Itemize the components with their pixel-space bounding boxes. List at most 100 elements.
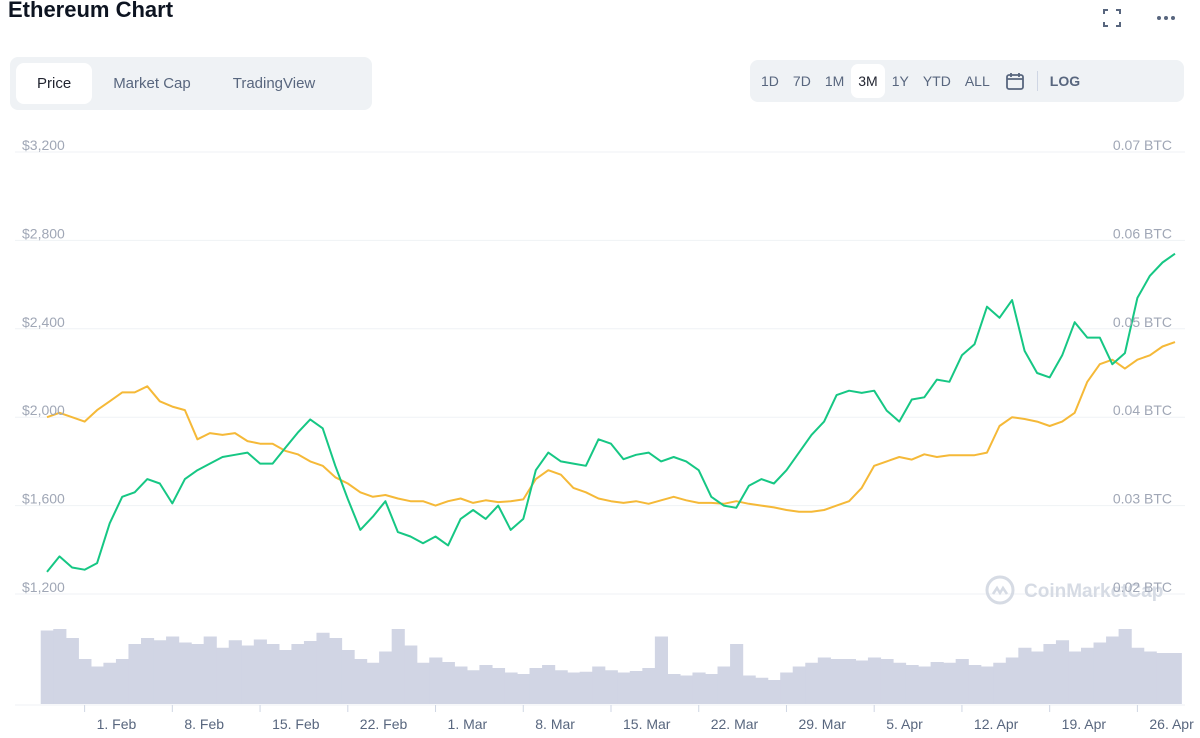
- volume-bar: [1005, 657, 1019, 704]
- volume-bar: [592, 666, 606, 704]
- volume-bar: [955, 659, 969, 704]
- volume-bar: [755, 677, 769, 704]
- volume-bar: [40, 630, 54, 704]
- y-tick-label-left: $3,200: [22, 137, 65, 153]
- range-ytd[interactable]: YTD: [922, 73, 951, 89]
- volume-bar: [1081, 647, 1095, 704]
- volume-bar: [867, 657, 882, 704]
- volume-bar: [128, 644, 142, 704]
- volume-bar: [1156, 653, 1170, 704]
- volume-bar: [90, 666, 104, 704]
- volume-bar: [567, 672, 581, 704]
- volume-bar: [278, 650, 292, 704]
- time-range-selector: 1D 7D 1M 3M 1Y YTD ALL LOG: [750, 60, 1184, 102]
- volume-bar: [316, 632, 330, 704]
- y-tick-label-left: $2,800: [22, 225, 65, 241]
- volume-bar: [479, 665, 493, 704]
- volume-bar: [517, 674, 531, 704]
- y-tick-label-right: 0.05 BTC: [1113, 314, 1172, 330]
- volume-bar: [53, 629, 67, 704]
- chart-type-tabs: Price Market Cap TradingView: [10, 57, 372, 110]
- volume-bar: [792, 666, 806, 704]
- volume-bar: [141, 638, 155, 704]
- volume-bar: [855, 660, 869, 704]
- x-tick-label: 26. Apr: [1149, 716, 1194, 732]
- y-tick-label-right: 0.06 BTC: [1113, 225, 1172, 241]
- volume-bar: [554, 670, 568, 704]
- x-tick-label: 15. Feb: [272, 716, 320, 732]
- volume-bar: [153, 640, 167, 704]
- volume-bar: [1093, 642, 1107, 704]
- volume-bar: [780, 672, 794, 704]
- log-scale-toggle[interactable]: LOG: [1049, 73, 1081, 89]
- range-1m[interactable]: 1M: [824, 73, 845, 89]
- x-tick-label: 1. Mar: [448, 716, 488, 732]
- volume-bar: [491, 668, 506, 704]
- range-all[interactable]: ALL: [964, 73, 990, 89]
- coinmarketcap-logo-icon: [985, 575, 1015, 605]
- volume-bar: [253, 639, 267, 704]
- volume-bar: [717, 666, 731, 704]
- watermark-text: CoinMarketCap: [1024, 581, 1163, 602]
- volume-bar: [303, 641, 318, 704]
- tab-market-cap[interactable]: Market Cap: [113, 75, 191, 92]
- volume-bar: [1018, 647, 1032, 704]
- page-title: Ethereum Chart: [8, 0, 174, 22]
- volume-bar: [466, 670, 480, 704]
- y-tick-label-right: 0.02 BTC: [1113, 579, 1172, 595]
- volume-bar: [354, 659, 368, 704]
- tab-tradingview[interactable]: TradingView: [232, 75, 316, 92]
- volume-bar: [667, 674, 681, 704]
- volume-bar: [542, 665, 556, 704]
- range-1y[interactable]: 1Y: [891, 73, 909, 89]
- volume-bar: [1131, 647, 1145, 704]
- volume-bar: [1055, 640, 1070, 704]
- volume-bar: [191, 644, 205, 704]
- volume-bar: [579, 671, 593, 704]
- y-tick-label-right: 0.04 BTC: [1113, 402, 1172, 418]
- volume-bar: [968, 665, 982, 704]
- range-divider: [1036, 71, 1038, 91]
- y-tick-label-left: $2,400: [22, 314, 65, 330]
- calendar-icon[interactable]: [997, 64, 1033, 98]
- grid-lines: [15, 151, 1185, 595]
- volume-bar: [241, 645, 255, 704]
- volume-bar: [1168, 653, 1182, 704]
- volume-bar: [993, 662, 1007, 704]
- left-y-axis: $1,200 $1,600 $2,000 $2,400 $2,800 $3,200: [22, 137, 65, 595]
- volume-bar: [930, 662, 944, 704]
- volume-bar: [629, 671, 643, 704]
- range-1d[interactable]: 1D: [761, 73, 779, 89]
- volume-bar: [918, 666, 932, 704]
- volume-bar: [529, 668, 543, 704]
- volume-bar: [1106, 636, 1120, 704]
- volume-bar: [842, 659, 856, 704]
- y-tick-label-left: $1,200: [22, 579, 65, 595]
- volume-bar: [404, 645, 418, 704]
- volume-bar: [654, 636, 668, 704]
- range-7d[interactable]: 7D: [792, 73, 811, 89]
- x-tick-label: 12. Apr: [974, 716, 1019, 732]
- volume-bar: [429, 657, 443, 704]
- range-3m[interactable]: 3M: [851, 64, 885, 98]
- x-tick-label: 15. Mar: [623, 716, 671, 732]
- volume-bar: [980, 666, 994, 704]
- tab-price[interactable]: Price: [16, 63, 93, 104]
- x-tick-label: 29. Mar: [798, 716, 846, 732]
- volume-bar: [216, 647, 230, 704]
- x-tick-label: 1. Feb: [97, 716, 137, 732]
- volume-bar: [266, 644, 280, 704]
- more-dots-icon[interactable]: [1154, 6, 1178, 30]
- volume-bar: [830, 659, 844, 704]
- usd-price-line: [46, 252, 1176, 573]
- volume-bar: [379, 651, 393, 704]
- chart-actions: [1100, 6, 1178, 30]
- expand-icon[interactable]: [1100, 6, 1124, 30]
- volume-bar: [391, 629, 405, 704]
- y-tick-label-right: 0.07 BTC: [1113, 137, 1172, 153]
- volume-bar: [805, 662, 819, 704]
- coinmarketcap-watermark: CoinMarketCap: [985, 575, 1163, 605]
- volume-bar: [1030, 651, 1044, 704]
- volume-bar: [604, 670, 618, 704]
